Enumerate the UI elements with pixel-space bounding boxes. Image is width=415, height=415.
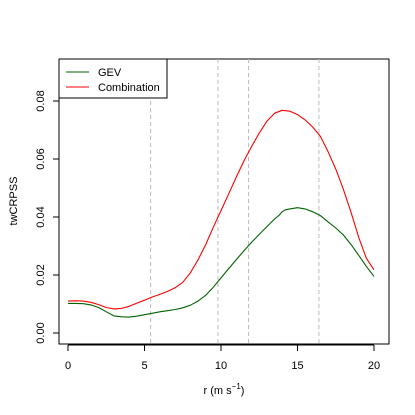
y-axis-label: twCRPSS xyxy=(8,177,20,226)
reference-lines xyxy=(150,59,320,344)
legend: GEV Combination xyxy=(58,58,168,99)
plot-frame xyxy=(58,58,390,345)
y-tick-label: 0.02 xyxy=(35,264,47,285)
y-tick-label: 0.04 xyxy=(35,206,47,227)
x-axis: 0 5 10 15 20 xyxy=(65,344,380,372)
x-tick-label: 10 xyxy=(215,360,227,372)
x-tick-label: 20 xyxy=(368,360,380,372)
x-tick-label: 5 xyxy=(141,360,147,372)
series-line-combination xyxy=(67,109,375,310)
legend-label: Combination xyxy=(98,82,160,94)
legend-entries: GEV Combination xyxy=(66,67,160,94)
y-tick-label: 0.00 xyxy=(35,322,47,343)
y-axis: 0.00 0.02 0.04 0.06 0.08 xyxy=(35,90,60,344)
x-tick-label: 0 xyxy=(65,360,71,372)
x-axis-label: r (m s−1) xyxy=(204,382,245,397)
series-line-gev xyxy=(68,207,375,318)
series-lines xyxy=(67,109,375,318)
y-tick-label: 0.08 xyxy=(35,90,47,111)
x-tick-label: 15 xyxy=(291,360,303,372)
y-tick-label: 0.06 xyxy=(35,148,47,169)
legend-box xyxy=(58,58,168,99)
legend-label: GEV xyxy=(98,67,122,79)
